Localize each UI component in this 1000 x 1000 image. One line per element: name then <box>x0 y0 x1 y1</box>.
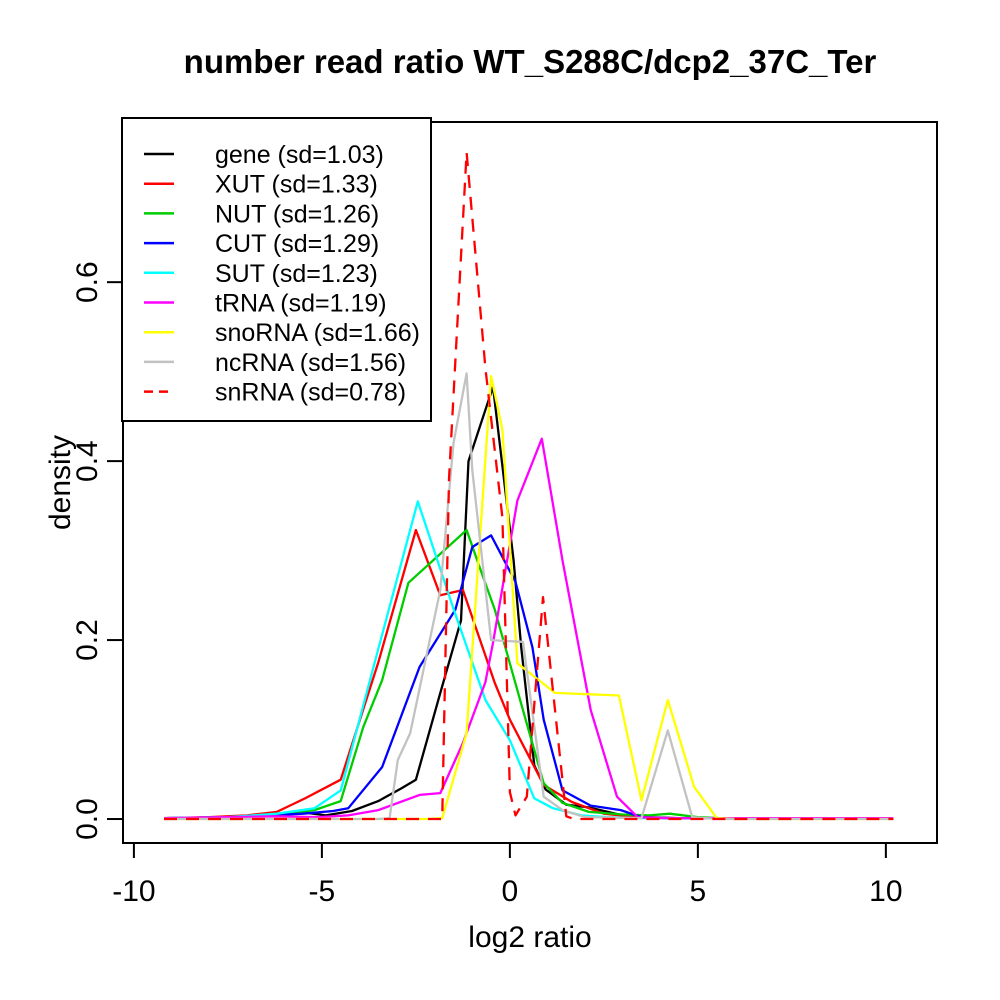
curve-snoRNA <box>164 374 894 821</box>
legend-item-NUT: NUT (sd=1.26) <box>144 200 379 228</box>
legend-label-snRNA: snRNA (sd=0.78) <box>215 379 406 407</box>
legend-label-SUT: SUT (sd=1.23) <box>215 260 378 288</box>
legend-box <box>121 117 432 422</box>
legend-item-gene: gene (sd=1.03) <box>144 141 384 169</box>
legend-item-XUT: XUT (sd=1.33) <box>144 171 378 199</box>
curve-NUT <box>163 528 894 820</box>
legend-label-gene: gene (sd=1.03) <box>215 141 384 169</box>
legend-label-NUT: NUT (sd=1.26) <box>215 200 379 228</box>
y-axis-tick-label: 0.2 <box>71 619 104 661</box>
y-axis-tick-label: 0.0 <box>71 798 104 840</box>
curve-ncRNA <box>164 372 894 821</box>
curve-tRNA <box>163 437 894 820</box>
curve-snRNA <box>164 151 894 821</box>
plot-border <box>122 121 938 844</box>
y-axis-title: density <box>44 435 77 530</box>
legend-item-snRNA: snRNA (sd=0.78) <box>144 379 406 407</box>
legend-item-tRNA: tRNA (sd=1.19) <box>144 290 387 318</box>
legend-item-ncRNA: ncRNA (sd=1.56) <box>144 349 406 377</box>
legend: gene (sd=1.03)XUT (sd=1.33)NUT (sd=1.26)… <box>121 117 432 422</box>
legend-label-tRNA: tRNA (sd=1.19) <box>215 290 387 318</box>
x-axis-tick-label: 10 <box>869 875 902 908</box>
curve-CUT <box>163 534 894 820</box>
x-axis-tick-label: -10 <box>112 875 155 908</box>
legend-item-SUT: SUT (sd=1.23) <box>144 260 378 288</box>
y-axis-tick-label: 0.4 <box>71 440 104 482</box>
legend-label-CUT: CUT (sd=1.29) <box>215 230 379 258</box>
chart-title: number read ratio WT_S288C/dcp2_37C_Ter <box>184 43 877 80</box>
y-axis-tick-label: 0.6 <box>71 261 104 303</box>
x-axis-tick-label: 5 <box>690 875 707 908</box>
x-axis-tick-label: -5 <box>309 875 336 908</box>
legend-item-CUT: CUT (sd=1.29) <box>144 230 379 258</box>
x-axis-title: log2 ratio <box>468 921 591 954</box>
legend-item-snoRNA: snoRNA (sd=1.66) <box>144 319 420 347</box>
legend-label-ncRNA: ncRNA (sd=1.56) <box>215 349 406 377</box>
x-axis-tick-label: 0 <box>502 875 519 908</box>
legend-label-snoRNA: snoRNA (sd=1.66) <box>215 319 420 347</box>
legend-label-XUT: XUT (sd=1.33) <box>215 171 378 199</box>
